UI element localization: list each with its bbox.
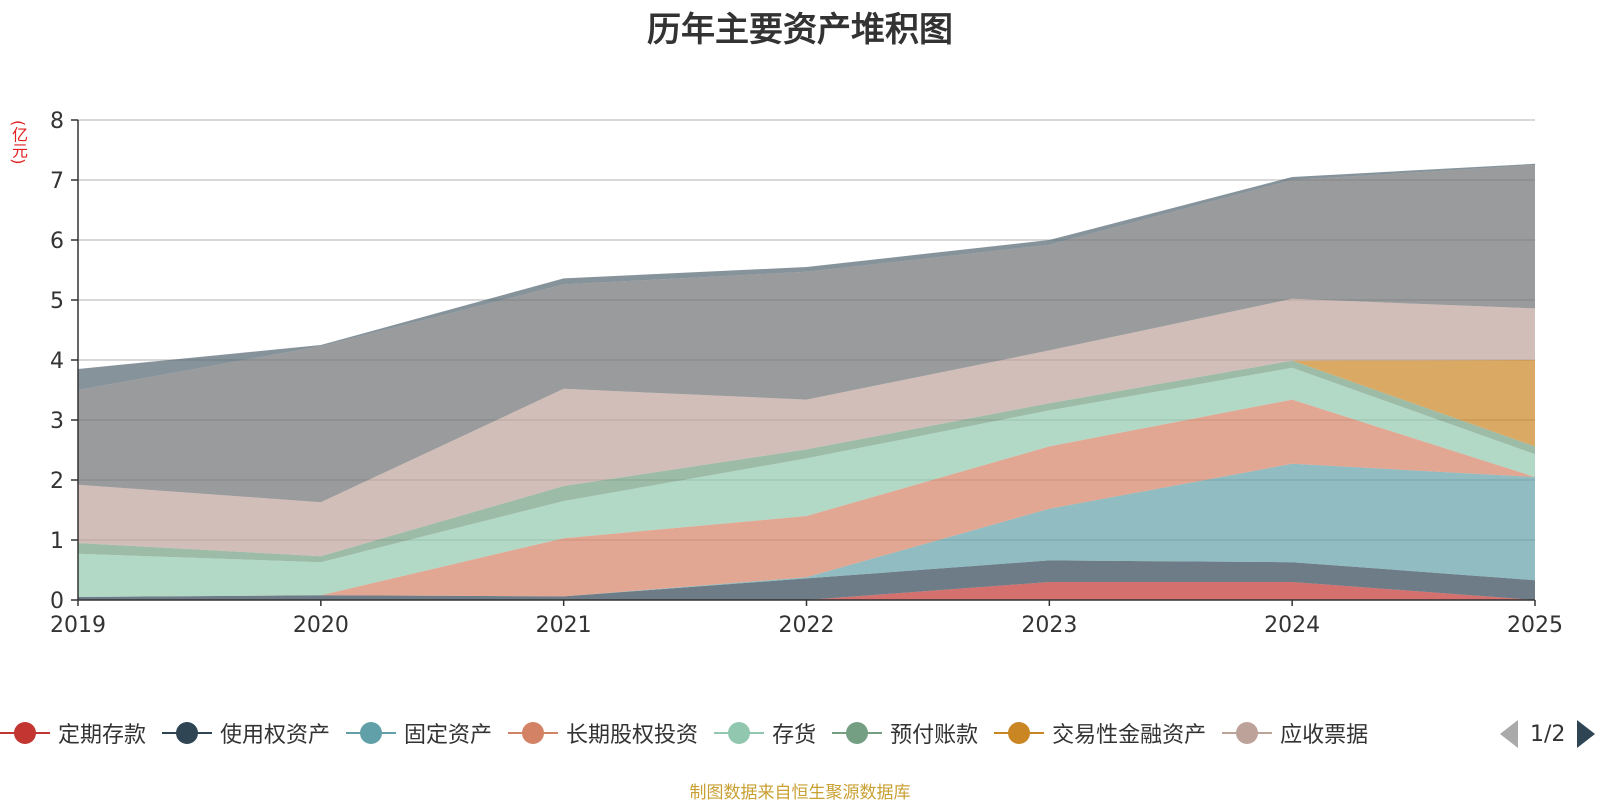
legend-label: 定期存款: [58, 723, 147, 748]
x-tick-label: 2024: [1264, 613, 1320, 638]
chart-title: 历年主要资产堆积图: [647, 10, 953, 50]
area-货币资金: [78, 165, 1535, 503]
y-tick-label: 2: [50, 469, 64, 494]
y-tick-label: 4: [50, 349, 64, 374]
stacked-area-chart: 0 1 2 3 4 5 6 7 8 2019 2020 2021 2022 2023 2024 2025: [50, 109, 1563, 638]
y-tick-label: 1: [50, 529, 64, 554]
legend-item[interactable]: 预付账款: [832, 716, 978, 750]
legend: 定期存款 使用权资产 固定资产 长期股权投资 存货 预付账款 交易性金融资产 应收票据: [0, 716, 1490, 750]
area-交易性金融资产: [78, 360, 1535, 557]
legend-pager: 1/2: [1500, 718, 1596, 750]
data-source-note: 制图数据来自恒生聚源数据库: [689, 783, 911, 803]
x-tick-label: 2022: [779, 613, 835, 638]
x-tick-label: 2023: [1021, 613, 1077, 638]
y-tick-label: 6: [50, 229, 64, 254]
legend-label: 交易性金融资产: [1052, 723, 1207, 748]
y-tick-label: 0: [50, 589, 64, 614]
area-应收票据: [78, 298, 1535, 557]
legend-item[interactable]: 应收票据: [1222, 716, 1368, 750]
axes: 0 1 2 3 4 5 6 7 8 2019 2020 2021 2022 2023 2024 2025: [50, 109, 1563, 638]
legend-label: 长期股权投资: [566, 723, 699, 748]
legend-marker-icon: [162, 721, 213, 745]
area-存货: [78, 367, 1535, 597]
legend-page-indicator: 1/2: [1530, 721, 1566, 747]
legend-marker-icon: [346, 721, 397, 745]
legend-item[interactable]: 使用权资产: [162, 716, 330, 750]
legend-marker-icon: [1222, 721, 1273, 745]
legend-marker-icon: [714, 721, 765, 745]
x-tick-label: 2021: [536, 613, 592, 638]
legend-item[interactable]: 固定资产: [346, 716, 492, 750]
x-tick-label: 2020: [293, 613, 349, 638]
series-areas: [78, 163, 1535, 600]
x-tick-label: 2019: [50, 613, 106, 638]
legend-item[interactable]: 定期存款: [0, 716, 146, 750]
legend-marker-icon: [0, 721, 50, 745]
legend-label: 存货: [772, 723, 817, 748]
area-固定资产: [78, 463, 1535, 597]
x-tick-label: 2025: [1507, 613, 1563, 638]
legend-prev-page-icon[interactable]: [1500, 720, 1518, 748]
legend-item[interactable]: 长期股权投资: [508, 716, 698, 750]
y-tick-label: 5: [50, 289, 64, 314]
y-tick-label: 8: [50, 109, 64, 134]
y-tick-label: 3: [50, 409, 64, 434]
legend-label: 应收票据: [1280, 723, 1369, 748]
legend-next-page-icon[interactable]: [1577, 720, 1596, 748]
y-axis-unit-label: (亿元): [9, 120, 28, 165]
legend-marker-icon: [508, 721, 559, 745]
area-定期存款: [78, 582, 1535, 600]
area-使用权资产: [78, 560, 1535, 600]
area-长期股权投资: [78, 399, 1535, 597]
y-tick-label: 7: [50, 169, 64, 194]
legend-label: 使用权资产: [220, 723, 331, 748]
legend-item[interactable]: 存货: [714, 716, 816, 750]
legend-label: 预付账款: [890, 723, 979, 748]
legend-marker-icon: [832, 721, 883, 745]
legend-item[interactable]: 交易性金融资产: [994, 716, 1206, 750]
legend-label: 固定资产: [404, 723, 493, 748]
legend-marker-icon: [994, 721, 1045, 745]
